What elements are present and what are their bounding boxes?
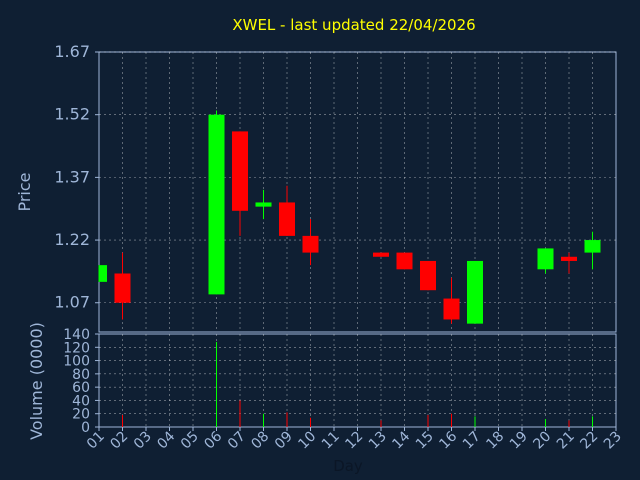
volume-bars <box>122 341 593 427</box>
volume-tick-label: 140 <box>63 327 90 343</box>
price-panel: 1.07 1.22 1.37 1.52 1.67 Price <box>15 42 617 333</box>
candle-body <box>114 273 131 303</box>
price-tick-label: 1.37 <box>54 167 90 186</box>
candle <box>537 248 554 274</box>
candle-body <box>232 131 248 211</box>
x-axis-ticks: 01 02 03 04 05 06 07 08 09 10 11 12 13 14 15 16 17 18 19 20… <box>84 427 625 452</box>
candle <box>373 252 389 257</box>
candle <box>302 219 319 266</box>
candle-body <box>420 260 436 291</box>
candle-body <box>443 298 460 320</box>
price-tick-label: 1.07 <box>54 293 90 312</box>
volume-tick-label: 120 <box>63 340 90 356</box>
candle <box>279 185 295 236</box>
price-tick-label: 1.22 <box>54 230 90 249</box>
candle-body <box>99 265 107 282</box>
candle-body <box>561 256 577 261</box>
candle <box>98 265 107 282</box>
candle <box>584 231 601 270</box>
candle <box>561 252 577 274</box>
candle-body <box>396 252 413 270</box>
volume-tick-label: 40 <box>72 393 90 409</box>
price-y-ticks: 1.07 1.22 1.37 1.52 1.67 <box>54 42 99 312</box>
volume-tick-label: 0 <box>81 420 90 436</box>
volume-tick-label: 60 <box>72 380 90 396</box>
volume-grid <box>99 334 616 427</box>
price-tick-label: 1.52 <box>54 105 90 124</box>
price-axis-label: Price <box>15 172 34 211</box>
price-grid <box>99 51 616 332</box>
candle-body <box>255 202 272 207</box>
candle <box>443 277 460 324</box>
volume-tick-label: 100 <box>63 354 90 370</box>
candle <box>255 189 272 220</box>
candle <box>420 260 436 291</box>
candle-body <box>373 252 389 257</box>
volume-tick-label: 20 <box>72 407 90 423</box>
candle-body <box>279 202 295 236</box>
price-tick-label: 1.67 <box>54 42 90 61</box>
candle-body <box>537 248 554 270</box>
candle <box>114 252 131 320</box>
candle-body <box>302 235 319 253</box>
chart-title: XWEL - last updated 22/04/2026 <box>232 16 475 34</box>
x-axis-label: Day <box>333 457 363 475</box>
volume-axis-label: Volume (0000) <box>27 322 46 440</box>
candle-body <box>467 260 483 324</box>
candles <box>98 110 601 324</box>
volume-tick-label: 80 <box>72 367 90 383</box>
candle <box>232 131 248 236</box>
candle <box>208 110 225 295</box>
candle-body <box>584 240 601 253</box>
candle <box>396 252 413 270</box>
candle <box>467 260 483 324</box>
candle-body <box>208 114 225 295</box>
